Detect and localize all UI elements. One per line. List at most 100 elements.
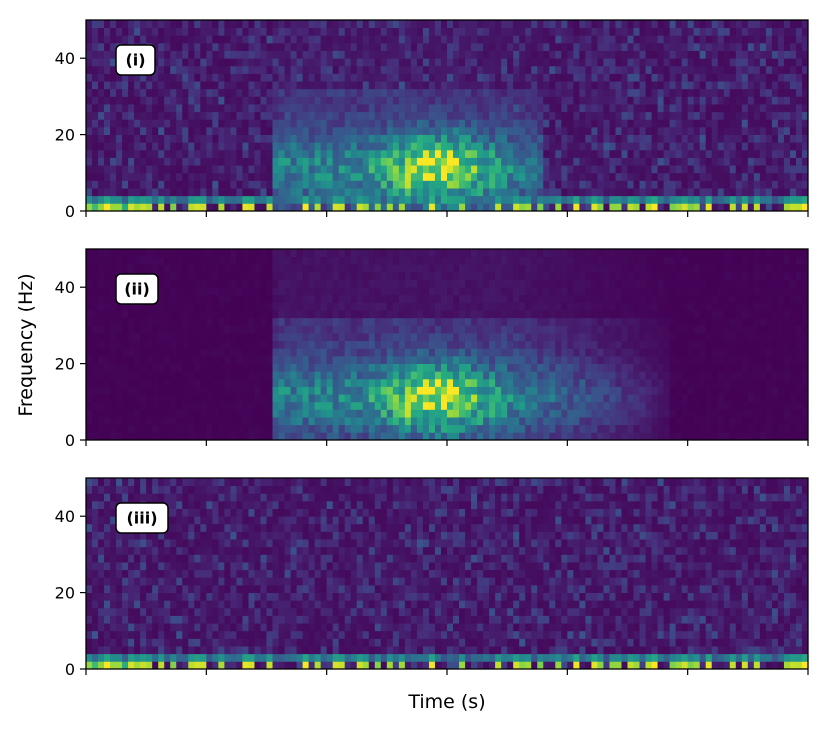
- heatmap-cell: [320, 195, 328, 204]
- heatmap-cell: [434, 20, 442, 29]
- heatmap-cell: [164, 363, 171, 372]
- heatmap-cell: [230, 134, 237, 143]
- heatmap-cell: [681, 157, 689, 166]
- heatmap-cell: [495, 348, 502, 357]
- heatmap-cell: [182, 378, 189, 387]
- heatmap-cell: [200, 203, 207, 212]
- heatmap-cell: [194, 35, 201, 44]
- heatmap-cell: [434, 401, 442, 410]
- heatmap-cell: [483, 279, 490, 288]
- heatmap-cell: [164, 157, 171, 166]
- heatmap-cell: [110, 73, 117, 82]
- heatmap-cell: [675, 172, 683, 181]
- heatmap-cell: [747, 35, 755, 44]
- heatmap-cell: [753, 165, 761, 174]
- heatmap-cell: [350, 333, 358, 342]
- heatmap-cell: [242, 142, 249, 151]
- heatmap-cell: [92, 249, 99, 258]
- heatmap-cell: [182, 188, 189, 197]
- heatmap-cell: [374, 363, 382, 372]
- heatmap-cell: [326, 188, 334, 197]
- heatmap-cell: [753, 172, 761, 181]
- heatmap-cell: [416, 371, 424, 380]
- heatmap-cell: [302, 340, 310, 349]
- heatmap-cell: [801, 65, 809, 74]
- heatmap-cell: [260, 172, 267, 181]
- heatmap-cell: [200, 294, 207, 303]
- heatmap-cell: [495, 417, 502, 426]
- heatmap-cell: [92, 73, 99, 82]
- heatmap-cell: [128, 348, 135, 357]
- heatmap-cell: [404, 386, 412, 395]
- heatmap-cell: [501, 424, 508, 433]
- heatmap-cell: [284, 20, 291, 29]
- heatmap-cell: [236, 401, 243, 410]
- heatmap-cell: [555, 249, 562, 258]
- heatmap-cell: [218, 119, 225, 128]
- heatmap-cell: [489, 119, 496, 128]
- heatmap-cell: [356, 271, 364, 280]
- heatmap-cell: [422, 65, 430, 74]
- heatmap-cell: [489, 126, 496, 135]
- heatmap-cell: [567, 73, 574, 82]
- heatmap-cell: [194, 134, 201, 143]
- heatmap-cell: [278, 348, 285, 357]
- heatmap-cell: [110, 58, 117, 67]
- heatmap-cell: [795, 195, 803, 204]
- heatmap-cell: [789, 50, 797, 59]
- heatmap-cell: [513, 142, 520, 151]
- heatmap-cell: [266, 35, 273, 44]
- heatmap-cell: [278, 119, 285, 128]
- heatmap-cell: [717, 157, 725, 166]
- heatmap-cell: [356, 20, 364, 29]
- heatmap-cell: [428, 172, 436, 181]
- heatmap-cell: [230, 340, 237, 349]
- heatmap-cell: [699, 58, 707, 67]
- heatmap-cell: [711, 134, 719, 143]
- heatmap-cell: [428, 20, 436, 29]
- heatmap-cell: [386, 134, 394, 143]
- heatmap-cell: [639, 81, 646, 90]
- heatmap-cell: [519, 111, 526, 120]
- heatmap-cell: [771, 104, 779, 113]
- heatmap-cell: [158, 348, 165, 357]
- heatmap-cell: [152, 394, 159, 403]
- heatmap-cell: [308, 432, 316, 441]
- heatmap-cell: [368, 325, 376, 334]
- heatmap-cell: [152, 172, 159, 181]
- heatmap-cell: [398, 96, 406, 105]
- heatmap-cell: [332, 73, 340, 82]
- heatmap-cell: [453, 348, 460, 357]
- heatmap-cell: [519, 279, 526, 288]
- heatmap-cell: [410, 126, 418, 135]
- heatmap-cell: [380, 180, 388, 189]
- heatmap-cell: [717, 126, 725, 135]
- heatmap-cell: [302, 310, 310, 319]
- heatmap-cell: [212, 340, 219, 349]
- heatmap-cell: [218, 149, 225, 158]
- heatmap-cell: [260, 340, 267, 349]
- heatmap-cell: [116, 401, 123, 410]
- heatmap-cell: [483, 348, 490, 357]
- heatmap-cell: [489, 386, 496, 395]
- heatmap-cell: [386, 302, 394, 311]
- heatmap-cell: [795, 27, 803, 36]
- heatmap-cell: [224, 149, 231, 158]
- heatmap-cell: [230, 394, 237, 403]
- heatmap-cell: [194, 195, 201, 204]
- heatmap-cell: [86, 340, 93, 349]
- heatmap-cell: [110, 27, 117, 36]
- heatmap-cell: [362, 27, 370, 36]
- heatmap-cell: [332, 165, 340, 174]
- heatmap-cell: [501, 386, 508, 395]
- heatmap-cell: [128, 119, 135, 128]
- heatmap-cell: [278, 104, 285, 113]
- heatmap-cell: [110, 157, 117, 166]
- heatmap-cell: [555, 355, 562, 364]
- heatmap-cell: [627, 119, 634, 128]
- heatmap-cell: [603, 81, 610, 90]
- heatmap-cell: [164, 165, 171, 174]
- heatmap-cell: [759, 165, 767, 174]
- heatmap-cell: [597, 58, 604, 67]
- heatmap-cell: [519, 348, 526, 357]
